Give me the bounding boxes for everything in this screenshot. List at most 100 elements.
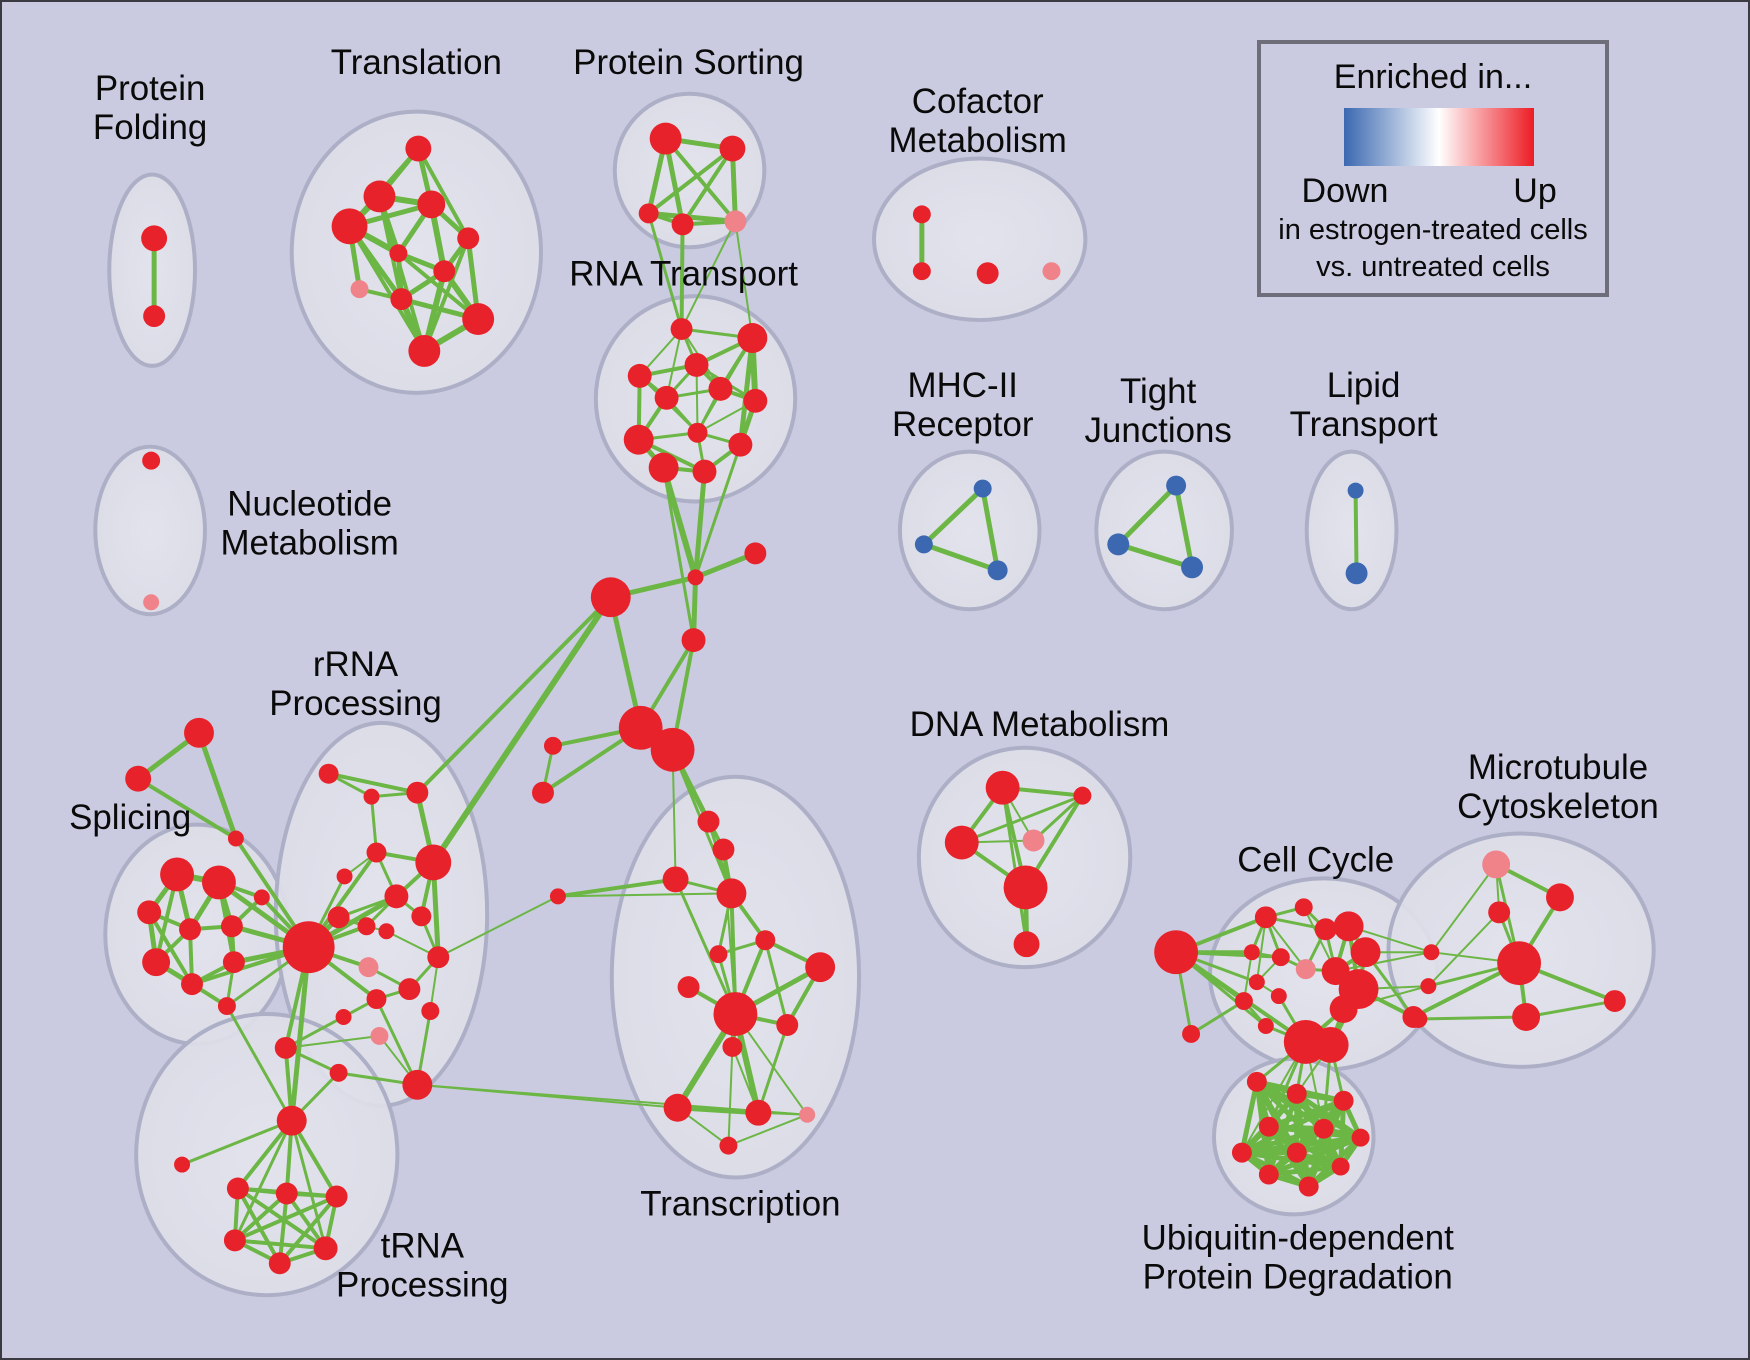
network-node-tx7[interactable] <box>805 952 836 983</box>
network-node-cc18[interactable] <box>1420 978 1437 995</box>
network-node-ub11[interactable] <box>1298 1176 1319 1197</box>
network-node-ps3[interactable] <box>638 203 659 224</box>
network-node-dm2[interactable] <box>1073 786 1092 805</box>
network-node-th3[interactable] <box>325 1185 348 1208</box>
network-node-dm4[interactable] <box>1022 829 1045 852</box>
network-node-ub9[interactable] <box>1331 1157 1350 1176</box>
network-node-rt9[interactable] <box>623 424 654 455</box>
network-node-tj3[interactable] <box>1181 556 1204 579</box>
network-node-ub5[interactable] <box>1313 1118 1334 1139</box>
network-node-tx8[interactable] <box>677 976 700 999</box>
network-node-mt4[interactable] <box>1512 1003 1541 1031</box>
network-node-tri1[interactable] <box>184 717 214 748</box>
network-node-t3[interactable] <box>417 190 446 219</box>
network-node-ps2[interactable] <box>719 135 746 162</box>
network-node-cc7[interactable] <box>1271 948 1290 967</box>
network-node-cc1[interactable] <box>1254 906 1277 929</box>
network-node-dm1[interactable] <box>985 770 1020 805</box>
network-node-cb1[interactable] <box>618 705 663 750</box>
network-node-ub7[interactable] <box>1231 1142 1252 1163</box>
network-node-tx12[interactable] <box>663 1093 692 1122</box>
network-node-ub2[interactable] <box>1286 1083 1307 1104</box>
network-node-mh2[interactable] <box>914 535 933 554</box>
network-node-ub8[interactable] <box>1286 1142 1307 1163</box>
network-node-mt1[interactable] <box>1482 850 1511 879</box>
network-node-sp3[interactable] <box>137 900 162 925</box>
network-node-dm6[interactable] <box>1013 931 1040 958</box>
network-node-t1[interactable] <box>405 135 432 162</box>
network-node-lt2[interactable] <box>1345 562 1368 585</box>
network-node-cc11[interactable] <box>1270 988 1287 1005</box>
network-node-ub6[interactable] <box>1351 1128 1370 1147</box>
network-node-t4[interactable] <box>331 208 368 245</box>
network-node-rr8[interactable] <box>327 906 350 929</box>
network-node-cc14[interactable] <box>1329 995 1358 1023</box>
network-node-c3[interactable] <box>681 628 706 653</box>
network-node-ccl2[interactable] <box>1182 1024 1201 1043</box>
network-node-rt4[interactable] <box>627 363 652 388</box>
network-node-th4[interactable] <box>223 1229 246 1252</box>
network-node-sp10[interactable] <box>217 997 236 1016</box>
network-node-mh3[interactable] <box>987 560 1008 581</box>
network-node-ps4[interactable] <box>671 213 694 236</box>
network-node-cbig[interactable] <box>590 577 631 618</box>
network-node-tx2[interactable] <box>712 838 735 861</box>
network-node-th2[interactable] <box>275 1182 298 1205</box>
network-node-cc3[interactable] <box>1314 918 1337 941</box>
network-node-cc17[interactable] <box>1423 944 1440 961</box>
network-node-rr3[interactable] <box>406 781 429 804</box>
network-node-rt7[interactable] <box>743 388 768 413</box>
network-node-mt2[interactable] <box>1546 883 1574 912</box>
network-node-mthub[interactable] <box>1497 941 1542 986</box>
network-node-tj1[interactable] <box>1166 475 1187 496</box>
network-node-mt5[interactable] <box>1603 990 1626 1013</box>
network-node-t5[interactable] <box>457 227 480 250</box>
network-node-rr4[interactable] <box>366 842 387 863</box>
network-node-tx5[interactable] <box>755 930 776 951</box>
network-node-trhub[interactable] <box>276 1105 307 1136</box>
network-node-cf4[interactable] <box>1042 262 1061 281</box>
network-node-t9[interactable] <box>390 288 413 311</box>
network-node-rt8[interactable] <box>687 422 708 443</box>
network-node-cb2[interactable] <box>650 727 695 772</box>
network-node-rt1[interactable] <box>670 318 693 341</box>
network-node-rrb2[interactable] <box>329 1063 348 1082</box>
network-node-rr9[interactable] <box>357 917 376 936</box>
network-node-tx10[interactable] <box>776 1014 799 1036</box>
network-node-tx11[interactable] <box>722 1036 743 1057</box>
network-node-mt9[interactable] <box>1409 1010 1428 1028</box>
network-node-tx4[interactable] <box>716 878 747 909</box>
network-node-rrb[interactable] <box>402 1069 433 1100</box>
network-node-tri3[interactable] <box>227 830 244 847</box>
network-node-cc4[interactable] <box>1333 911 1364 942</box>
network-node-rrb1[interactable] <box>274 1036 297 1059</box>
network-node-sp8[interactable] <box>222 951 245 974</box>
network-node-hub0[interactable] <box>282 921 335 974</box>
network-node-t8[interactable] <box>350 280 369 299</box>
network-node-lt1[interactable] <box>1347 482 1364 499</box>
network-node-nm1[interactable] <box>142 451 161 470</box>
network-node-rrhub[interactable] <box>415 844 452 881</box>
network-node-tx9[interactable] <box>713 992 758 1036</box>
network-node-cf3[interactable] <box>976 262 999 285</box>
network-node-dm5[interactable] <box>1003 865 1048 910</box>
network-node-t11[interactable] <box>408 335 441 367</box>
network-node-sp5[interactable] <box>220 915 243 938</box>
network-node-sp6[interactable] <box>142 948 171 977</box>
network-node-cc2[interactable] <box>1294 898 1313 917</box>
network-node-sp7[interactable] <box>181 973 203 996</box>
network-node-sp4[interactable] <box>179 918 201 941</box>
network-node-ub3[interactable] <box>1333 1090 1354 1111</box>
network-node-cf1[interactable] <box>912 205 931 224</box>
network-node-rr5[interactable] <box>336 868 353 885</box>
network-node-rt10[interactable] <box>728 432 753 457</box>
network-node-dm3[interactable] <box>944 825 979 860</box>
network-node-mt3[interactable] <box>1488 901 1511 924</box>
network-node-tx14[interactable] <box>799 1106 816 1123</box>
network-node-rt12[interactable] <box>692 459 717 484</box>
network-node-rt11[interactable] <box>648 452 679 483</box>
network-node-ccB[interactable] <box>1312 1026 1349 1063</box>
network-node-cl2[interactable] <box>532 781 554 804</box>
network-node-sp9[interactable] <box>253 889 270 906</box>
network-node-ub1[interactable] <box>1246 1071 1267 1092</box>
